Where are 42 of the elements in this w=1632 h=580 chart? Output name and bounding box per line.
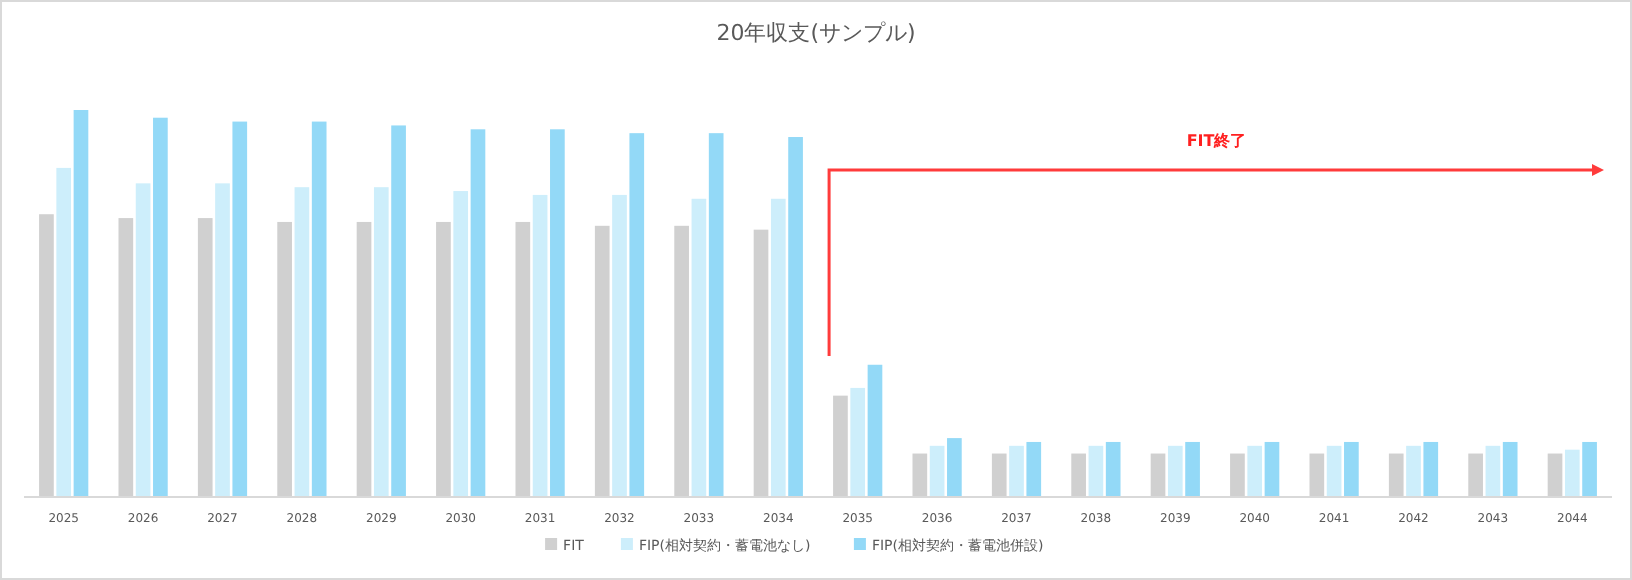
annotation: FIT終了 (1186, 132, 1247, 150)
bar (294, 187, 310, 496)
bar (1247, 445, 1263, 496)
bar (153, 117, 168, 496)
bar (1105, 441, 1121, 496)
bar (708, 133, 724, 496)
bar (550, 129, 565, 496)
bar (1026, 441, 1042, 496)
chart-title: 20年収支(サンプル) (716, 20, 916, 46)
bar (373, 187, 389, 496)
bar (73, 110, 89, 496)
bar (532, 194, 548, 496)
bar (629, 133, 645, 496)
bar (453, 191, 469, 496)
bar (1326, 445, 1342, 496)
bar (929, 445, 945, 496)
bar (135, 183, 151, 496)
bar (1167, 445, 1183, 496)
bar (788, 137, 803, 496)
bar (612, 194, 627, 496)
bar (56, 167, 72, 496)
bar (391, 125, 406, 496)
bar (470, 129, 486, 496)
bar (691, 198, 707, 496)
bar (1502, 441, 1518, 496)
bar (1264, 441, 1280, 496)
bar (1344, 441, 1359, 496)
bar (770, 198, 786, 496)
bar (215, 183, 230, 496)
bar (1088, 445, 1104, 496)
bar (850, 387, 866, 496)
bar (1485, 445, 1501, 496)
bar (1582, 441, 1597, 496)
bar (1564, 449, 1580, 496)
bar (1423, 441, 1439, 496)
bar (1185, 441, 1200, 496)
bar (1009, 445, 1024, 496)
bar (947, 438, 962, 496)
bar (311, 121, 327, 496)
bar (867, 364, 883, 496)
bar (232, 121, 248, 496)
bar (1406, 445, 1421, 496)
